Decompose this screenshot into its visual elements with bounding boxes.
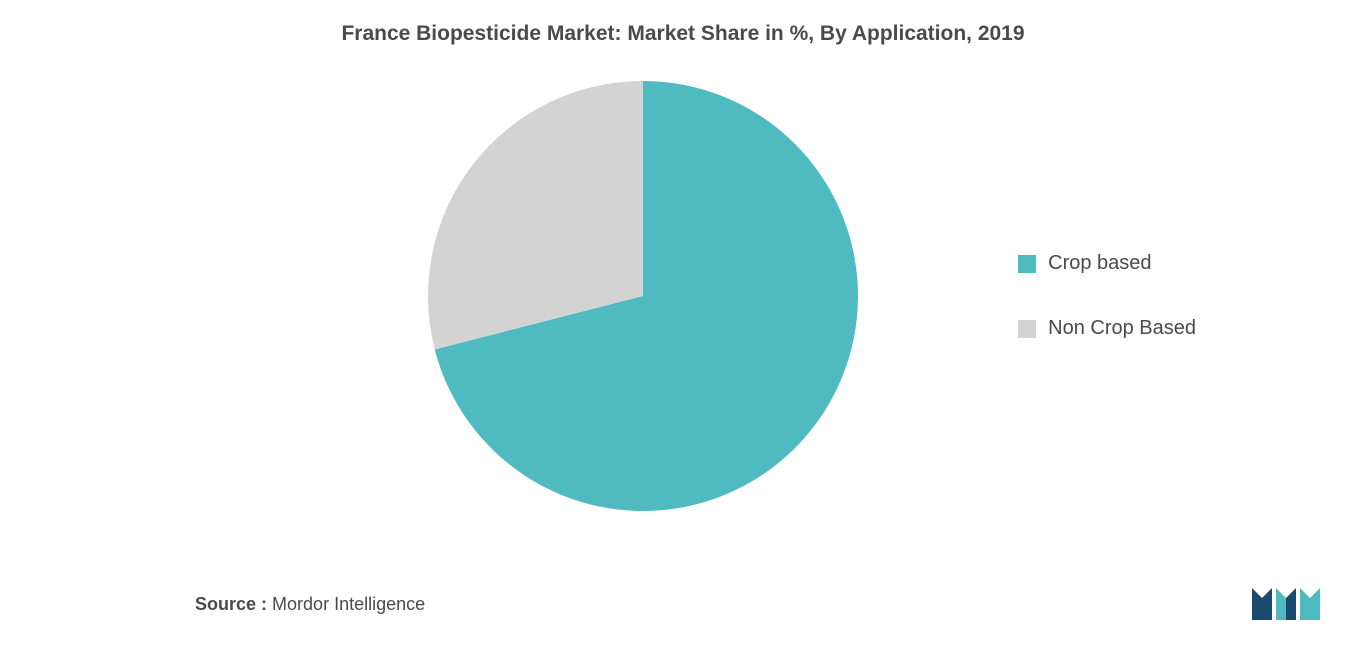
brand-logo (1250, 580, 1322, 627)
chart-area: Crop based Non Crop Based (0, 56, 1366, 536)
pie-svg (428, 81, 858, 511)
legend-item: Non Crop Based (1018, 317, 1196, 340)
source-label: Source : (195, 594, 267, 614)
legend-swatch (1018, 255, 1036, 273)
legend-label: Non Crop Based (1048, 317, 1196, 340)
source-value: Mordor Intelligence (272, 594, 425, 614)
legend-item: Crop based (1018, 252, 1196, 275)
chart-legend: Crop based Non Crop Based (1018, 252, 1196, 340)
legend-label: Crop based (1048, 252, 1151, 275)
source-attribution: Source : Mordor Intelligence (195, 594, 425, 615)
pie-chart (428, 81, 858, 511)
legend-swatch (1018, 320, 1036, 338)
chart-title: France Biopesticide Market: Market Share… (0, 0, 1366, 56)
brand-logo-icon (1250, 580, 1322, 622)
